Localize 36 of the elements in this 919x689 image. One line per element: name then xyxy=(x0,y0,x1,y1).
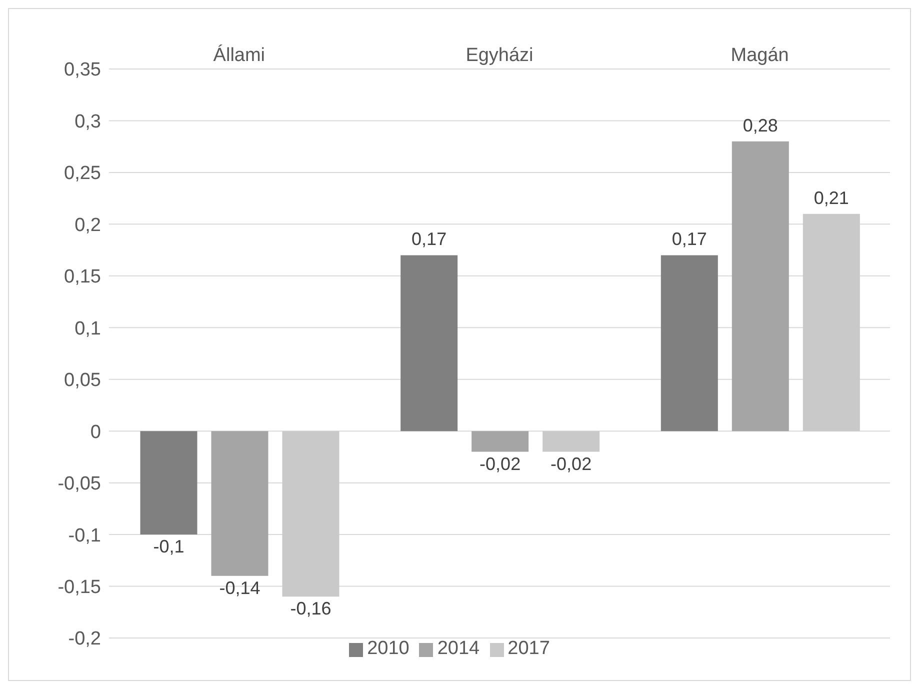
y-tick-label: 0 xyxy=(90,422,101,443)
legend-label: 2017 xyxy=(508,638,550,659)
bar xyxy=(542,431,600,452)
bar xyxy=(660,255,718,432)
y-tick-label: -0,05 xyxy=(58,474,101,495)
bar xyxy=(140,431,198,535)
y-tick-label: 0,35 xyxy=(64,60,101,81)
y-tick-label: -0,2 xyxy=(68,628,101,650)
bar xyxy=(472,431,529,452)
data-label: -0,02 xyxy=(550,454,592,474)
y-tick-label: 0,3 xyxy=(74,111,101,132)
data-label: 0,28 xyxy=(742,115,778,136)
bar xyxy=(802,214,860,432)
data-label: -0,1 xyxy=(153,536,184,557)
data-label: -0,14 xyxy=(219,578,260,598)
data-label: 0,21 xyxy=(814,188,849,208)
y-tick-label: -0,15 xyxy=(58,577,101,598)
x-tick-label: Egyházi xyxy=(466,45,534,66)
data-label: -0,16 xyxy=(290,598,332,619)
data-label: 0,17 xyxy=(412,229,447,250)
data-label: 0,17 xyxy=(672,229,707,250)
y-tick-label: 0,05 xyxy=(64,370,101,392)
x-tick-label: Állami xyxy=(213,44,266,66)
bar xyxy=(732,141,789,432)
x-tick-label: Magán xyxy=(730,45,789,66)
bar xyxy=(211,431,268,576)
y-tick-label: 0,2 xyxy=(74,214,101,236)
data-label: -0,02 xyxy=(480,454,521,474)
y-tick-label: -0,1 xyxy=(68,525,101,546)
y-tick-label: 0,1 xyxy=(74,318,101,340)
bar xyxy=(282,431,340,597)
bar xyxy=(400,255,458,432)
y-tick-label: 0,15 xyxy=(64,266,101,288)
legend-label: 2014 xyxy=(437,638,480,659)
y-tick-label: 0,25 xyxy=(64,163,101,184)
legend-label: 2010 xyxy=(367,638,410,659)
